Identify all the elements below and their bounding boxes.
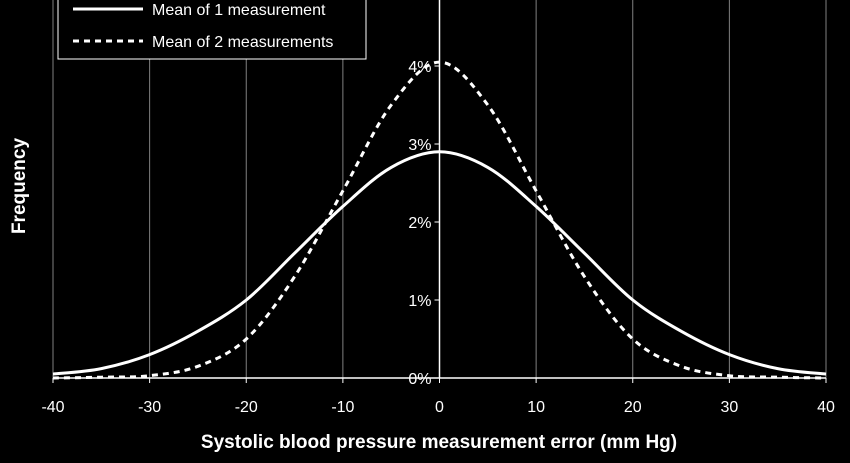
x-tick-label: -30 bbox=[138, 399, 161, 416]
series-line-1 bbox=[52, 150, 827, 376]
y-tick-label: 4% bbox=[408, 59, 431, 76]
x-tick-label: 0 bbox=[435, 399, 444, 416]
x-tick-label: 10 bbox=[527, 399, 545, 416]
y-tick-label: 2% bbox=[408, 215, 431, 232]
grid bbox=[52, 0, 827, 378]
y-axis-title: Frequency bbox=[9, 138, 30, 235]
x-axis-title: Systolic blood pressure measurement erro… bbox=[201, 432, 677, 453]
x-tick-label: -10 bbox=[331, 399, 354, 416]
tick-labels: -40 -30 -20 -10 0 10 20 30 40 0% 1% 2% 3% 4% bbox=[41, 59, 835, 416]
legend-label-1: Mean of 1 measurement bbox=[152, 2, 326, 19]
y-tick-label: 1% bbox=[408, 293, 431, 310]
x-tick-label: -20 bbox=[235, 399, 258, 416]
x-tick-label: 30 bbox=[720, 399, 738, 416]
legend-label-2: Mean of 2 measurements bbox=[152, 34, 333, 51]
x-tick-label: 40 bbox=[817, 399, 835, 416]
y-tick-label: 0% bbox=[408, 371, 431, 388]
x-tick-label: 20 bbox=[624, 399, 642, 416]
x-tick-label: -40 bbox=[41, 399, 64, 416]
series-line-2 bbox=[52, 60, 827, 380]
series bbox=[52, 60, 827, 380]
legend: Mean of 1 measurement Mean of 2 measurem… bbox=[57, 0, 367, 60]
y-tick-label: 3% bbox=[408, 137, 431, 154]
